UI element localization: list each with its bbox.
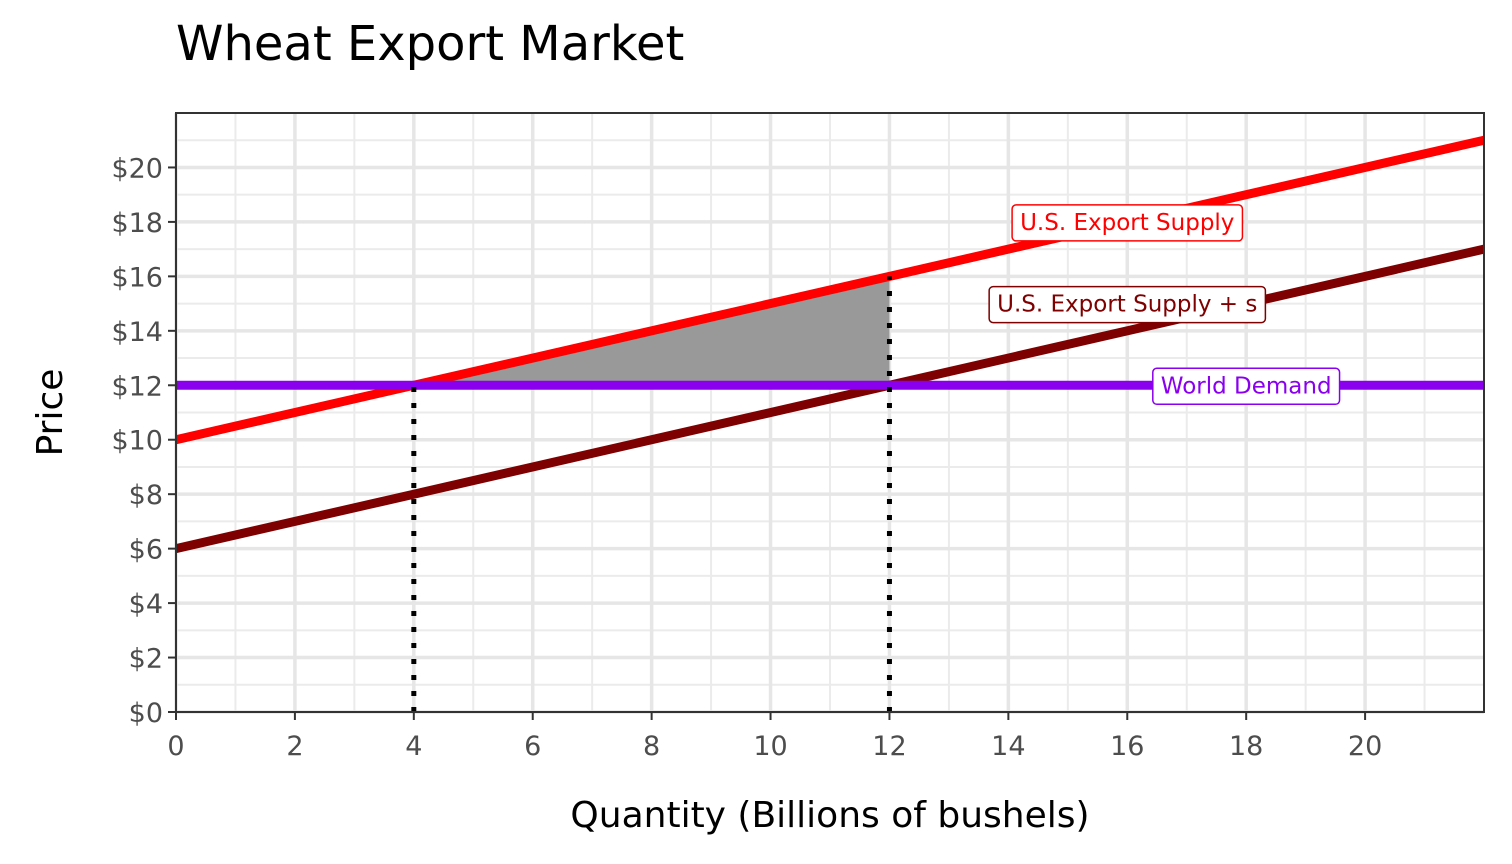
y-tick-label: $10 <box>111 426 163 457</box>
chart-title: Wheat Export Market <box>176 16 685 72</box>
y-tick-label: $0 <box>129 698 163 729</box>
line-label-1: U.S. Export Supply + s <box>988 285 1267 324</box>
y-tick-label: $20 <box>111 153 163 184</box>
line-label-2: World Demand <box>1152 367 1341 406</box>
line-label-text: U.S. Export Supply <box>1020 210 1234 236</box>
reference-lines-layer <box>411 276 892 712</box>
y-tick-label: $8 <box>129 480 163 511</box>
plot-border <box>175 112 1485 713</box>
y-tick-label: $6 <box>129 535 163 566</box>
x-tick-label: 14 <box>991 731 1025 762</box>
x-axis-title: Quantity (Billions of bushels) <box>570 795 1089 836</box>
y-axis-title: Price <box>30 369 71 457</box>
y-tick-label: $18 <box>111 208 163 239</box>
y-tick-label: $2 <box>129 644 163 675</box>
line-label-text: World Demand <box>1161 373 1332 399</box>
x-tick-label: 12 <box>872 731 906 762</box>
y-tick-label: $14 <box>111 317 163 348</box>
y-tick-label: $16 <box>111 262 163 293</box>
line-label-text: U.S. Export Supply + s <box>997 292 1257 318</box>
x-tick-label: 0 <box>167 731 184 762</box>
x-tick-label: 16 <box>1110 731 1144 762</box>
line-label-box <box>1152 367 1341 406</box>
y-tick-label: $12 <box>111 371 163 402</box>
line-label-box <box>1011 204 1244 242</box>
x-tick-label: 10 <box>753 731 787 762</box>
x-tick-label: 18 <box>1229 731 1263 762</box>
line-label-box <box>988 285 1267 324</box>
series-line-0 <box>174 135 1486 445</box>
line-label-0: U.S. Export Supply <box>1011 204 1244 242</box>
x-tick-label: 4 <box>405 731 422 762</box>
x-tick-label: 8 <box>643 731 660 762</box>
grid <box>174 113 1484 714</box>
annotation-layer: U.S. Export Supply U.S. Export Supply + s… <box>988 204 1341 406</box>
axes-layer: 0 2 4 6 8 10 12 14 16 18 20 $0 $2 $4 $6 $8 $10 $12 $14 $16 $… <box>111 153 1382 762</box>
x-tick-label: 6 <box>524 731 541 762</box>
y-tick-label: $4 <box>129 589 163 620</box>
x-tick-label: 20 <box>1348 731 1382 762</box>
x-tick-label: 2 <box>286 731 303 762</box>
